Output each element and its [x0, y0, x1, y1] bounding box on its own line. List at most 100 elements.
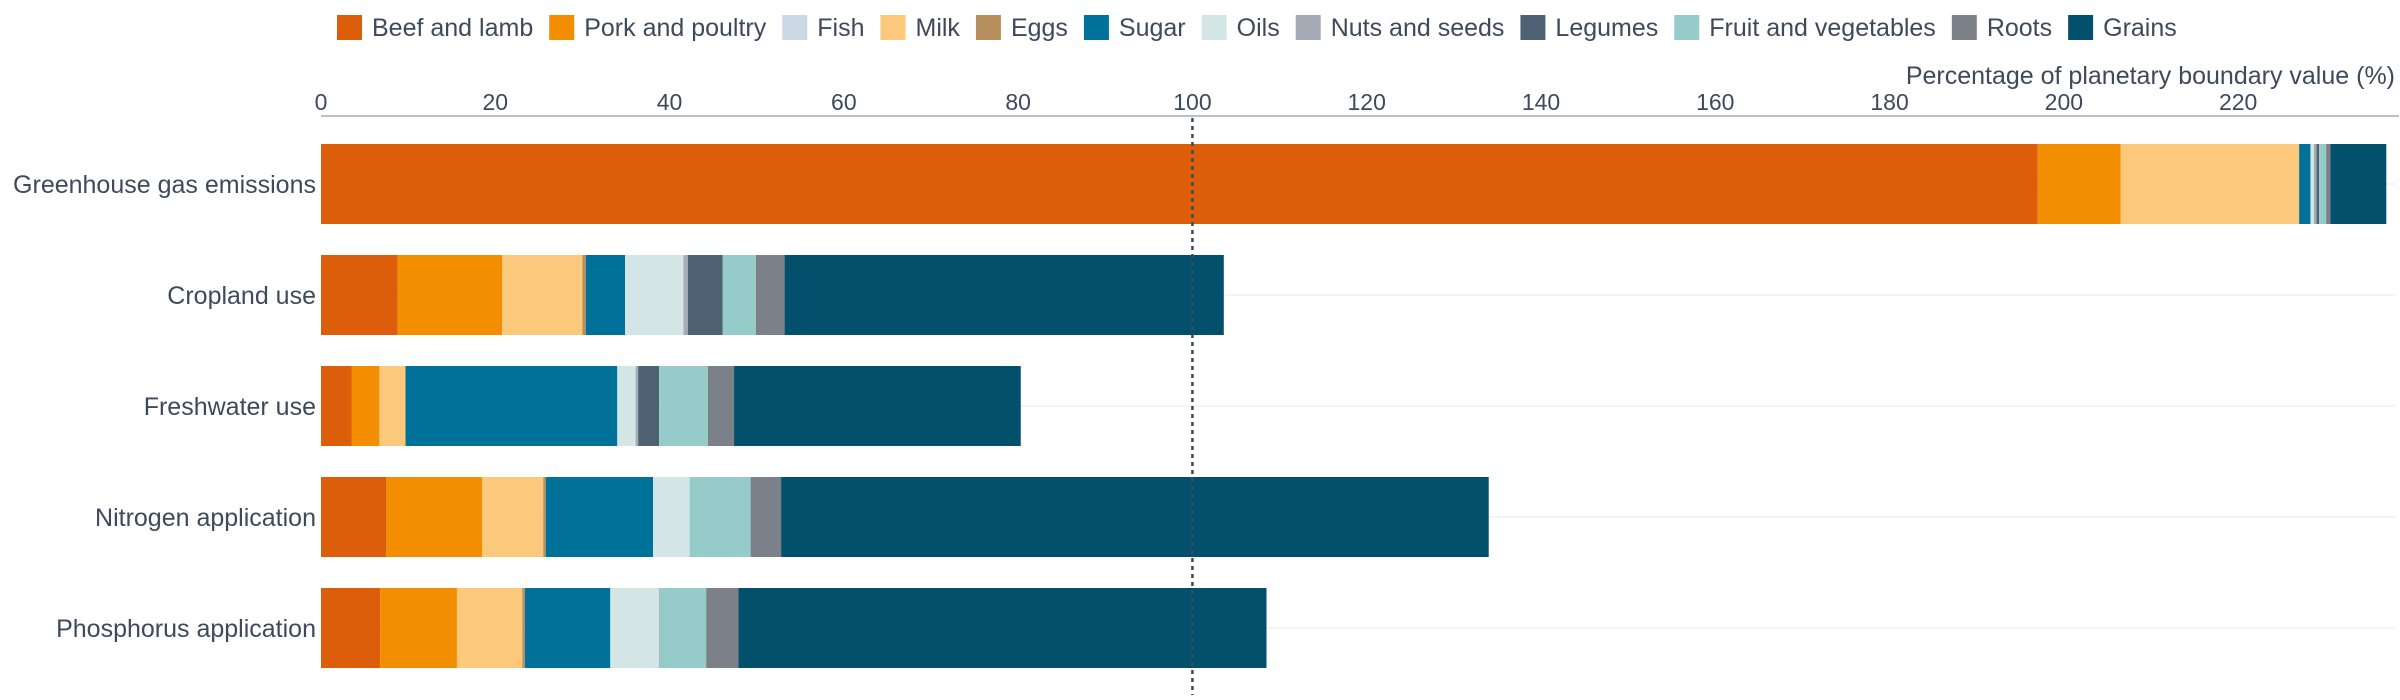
legend-swatch-beef-and-lamb: [337, 15, 362, 40]
bar-segment-oils: [625, 255, 684, 335]
legend-label-sugar: Sugar: [1119, 14, 1186, 42]
legend-swatch-fruit-and-vegetables: [1674, 15, 1700, 40]
legend-item-roots: Roots: [1951, 14, 2052, 42]
bar-segment-grains: [734, 366, 1021, 446]
legend-item-pork-and-poultry: Pork and poultry: [549, 14, 767, 42]
bar-segment-eggs: [522, 588, 525, 668]
legend-label-pork-and-poultry: Pork and poultry: [584, 14, 767, 42]
bar-segment-grains: [2330, 144, 2387, 224]
bar-segment-roots: [750, 477, 782, 557]
category-label-phosphorus-application: Phosphorus application: [56, 615, 316, 643]
bar-segment-legumes: [2316, 144, 2320, 224]
bar-segment-oils: [653, 477, 690, 557]
bar-segment-milk: [2120, 144, 2300, 224]
legend-swatch-pork-and-poultry: [549, 15, 575, 40]
bar-segment-beef-and-lamb: [321, 366, 352, 446]
x-tick-label: 160: [1696, 89, 1734, 115]
bar-segment-nuts-and-seeds: [683, 255, 688, 335]
legend-item-legumes: Legumes: [1520, 14, 1658, 42]
x-tick-label: 80: [1005, 89, 1031, 115]
bar-segment-sugar: [545, 477, 654, 557]
bar-segment-fruit-and-vegetables: [659, 366, 708, 446]
legend-swatch-nuts-and-seeds: [1295, 15, 1321, 40]
legend: Beef and lamb Pork and poultry Fish Milk Egg…: [337, 14, 2177, 42]
bar-segment-roots: [707, 366, 735, 446]
bar-segment-oils: [2310, 144, 2314, 224]
bar-segment-milk: [502, 255, 583, 335]
bar-row-freshwater-use: [321, 366, 1021, 446]
x-tick-label: 20: [482, 89, 508, 115]
bar-segment-roots: [2326, 144, 2331, 224]
legend-label-grains: Grains: [2103, 14, 2177, 42]
x-tick-label: 120: [1348, 89, 1386, 115]
bar-segment-beef-and-lamb: [321, 588, 381, 668]
bar-segment-pork-and-poultry: [397, 255, 503, 335]
bar-segment-fruit-and-vegetables: [659, 588, 707, 668]
bar-segment-grains: [738, 588, 1267, 668]
legend-label-milk: Milk: [916, 14, 961, 42]
bar-segment-pork-and-poultry: [2037, 144, 2121, 224]
bar-segment-roots: [755, 255, 785, 335]
bar-segment-fruit-and-vegetables: [722, 255, 756, 335]
bar-segment-milk: [456, 588, 523, 668]
category-labels: Greenhouse gas emissions Cropland use Fres…: [13, 171, 316, 643]
bar-segment-milk: [379, 366, 406, 446]
bar-segment-sugar: [2299, 144, 2311, 224]
bar-segment-sugar: [524, 588, 611, 668]
legend-label-nuts-and-seeds: Nuts and seeds: [1331, 14, 1505, 42]
bar-segment-legumes: [687, 255, 723, 335]
legend-swatch-milk: [880, 15, 906, 40]
bar-segment-beef-and-lamb: [321, 477, 387, 557]
legend-swatch-oils: [1201, 15, 1227, 40]
bar-row-nitrogen-application: [321, 477, 1489, 557]
legend-label-roots: Roots: [1987, 14, 2052, 42]
bar-segment-legumes: [638, 366, 660, 446]
legend-label-fruit-and-vegetables: Fruit and vegetables: [1709, 14, 1936, 42]
bar-segment-pork-and-poultry: [386, 477, 483, 557]
category-label-freshwater-use: Freshwater use: [144, 393, 316, 421]
legend-item-fish: Fish: [782, 14, 865, 42]
legend-label-eggs: Eggs: [1011, 14, 1068, 42]
legend-item-fruit-and-vegetables: Fruit and vegetables: [1674, 14, 1936, 42]
bar-row-greenhouse-gas-emissions: [321, 144, 2387, 224]
bar-segment-fruit-and-vegetables: [689, 477, 751, 557]
x-tick-label: 140: [1522, 89, 1560, 115]
x-tick-label: 100: [1173, 89, 1211, 115]
bars: [321, 144, 2387, 668]
legend-label-fish: Fish: [817, 14, 864, 42]
legend-swatch-fish: [782, 15, 808, 40]
bar-segment-eggs: [582, 255, 586, 335]
legend-swatch-sugar: [1083, 15, 1109, 40]
bar-segment-oils: [617, 366, 636, 446]
bar-segment-grains: [781, 477, 1489, 557]
x-tick-label: 60: [831, 89, 857, 115]
legend-swatch-legumes: [1520, 15, 1546, 40]
legend-label-legumes: Legumes: [1555, 14, 1658, 42]
legend-item-eggs: Eggs: [975, 14, 1068, 42]
legend-item-milk: Milk: [880, 14, 961, 42]
x-tick-label: 220: [2219, 89, 2257, 115]
legend-swatch-eggs: [975, 15, 1001, 40]
x-axis-title: Percentage of planetary boundary value (…: [1906, 62, 2395, 90]
bar-segment-pork-and-poultry: [380, 588, 457, 668]
bar-segment-eggs: [543, 477, 546, 557]
x-tick-label: 180: [1870, 89, 1908, 115]
legend-item-nuts-and-seeds: Nuts and seeds: [1295, 14, 1505, 42]
bar-row-cropland-use: [321, 255, 1224, 335]
legend-item-beef-and-lamb: Beef and lamb: [337, 14, 533, 42]
bar-segment-oils: [610, 588, 660, 668]
bar-segment-beef-and-lamb: [321, 144, 2038, 224]
bar-segment-nuts-and-seeds: [635, 366, 639, 446]
bar-segment-pork-and-poultry: [351, 366, 380, 446]
bar-segment-sugar: [585, 255, 626, 335]
category-label-greenhouse-gas-emissions: Greenhouse gas emissions: [13, 171, 316, 199]
legend-swatch-roots: [1951, 15, 1977, 40]
legend-item-grains: Grains: [2068, 14, 2177, 42]
bar-segment-fruit-and-vegetables: [2319, 144, 2327, 224]
category-label-nitrogen-application: Nitrogen application: [95, 504, 316, 532]
x-tick-label: 200: [2045, 89, 2083, 115]
legend-label-beef-and-lamb: Beef and lamb: [372, 14, 533, 42]
bar-segment-milk: [482, 477, 544, 557]
bar-segment-grains: [784, 255, 1224, 335]
